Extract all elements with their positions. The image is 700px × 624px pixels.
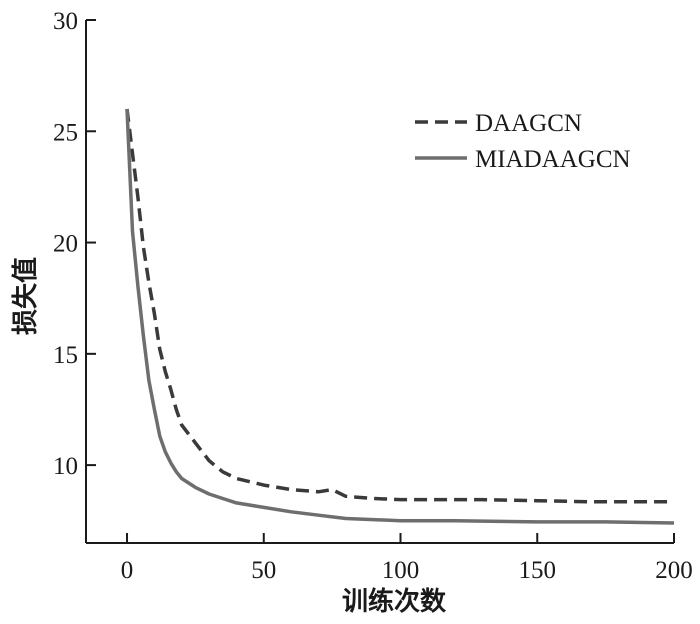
y-tick-label: 25 bbox=[53, 119, 78, 146]
x-tick-label: 150 bbox=[519, 557, 557, 584]
series-line-miadaagcn bbox=[125, 108, 675, 525]
x-tick-label: 100 bbox=[382, 557, 420, 584]
x-tick-label: 200 bbox=[655, 557, 693, 584]
x-axis-title: 训练次数 bbox=[342, 586, 447, 617]
legend-label-miadaagcn: MIADAAGCN bbox=[475, 146, 631, 173]
y-tick-label: 30 bbox=[53, 8, 78, 35]
x-tick-label: 50 bbox=[251, 557, 276, 584]
y-tick-label: 15 bbox=[53, 342, 78, 369]
x-tick-label: 0 bbox=[121, 557, 134, 584]
series-line-daagcn bbox=[125, 108, 674, 504]
y-tick-label: 20 bbox=[53, 231, 78, 258]
y-tick-label: 10 bbox=[53, 453, 78, 480]
y-axis-title: 损失值 bbox=[11, 257, 41, 335]
legend-label-daagcn: DAAGCN bbox=[475, 110, 582, 137]
